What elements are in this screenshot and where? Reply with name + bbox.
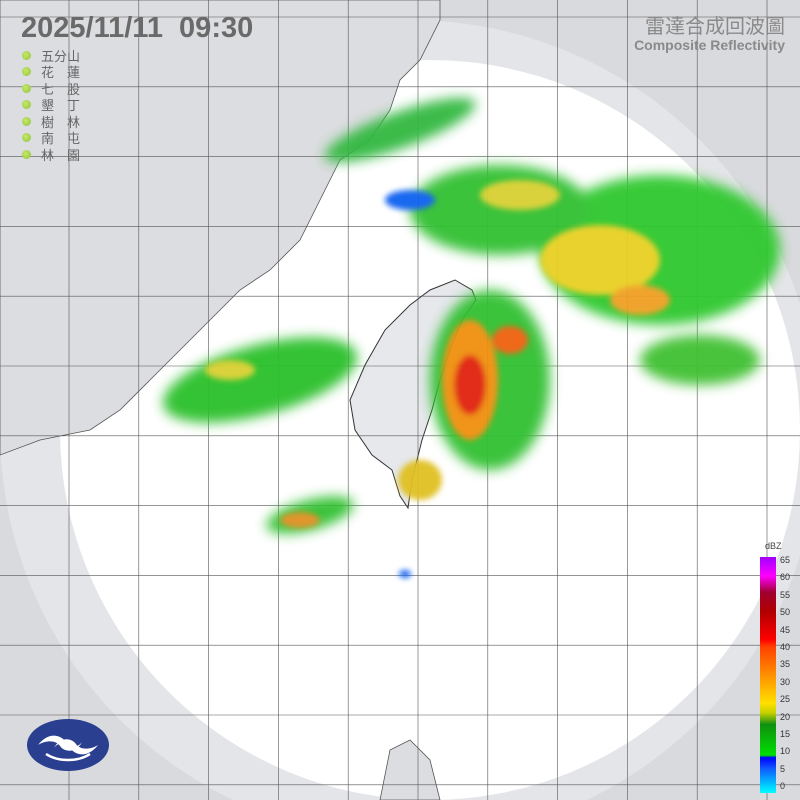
- station-item: 五分山: [22, 47, 97, 65]
- colorbar-tick-label: 50: [780, 607, 791, 618]
- colorbar-tick-label: 55: [780, 589, 791, 600]
- title-chinese: 雷達合成回波圖: [645, 14, 785, 38]
- colorbar-tick-label: 45: [780, 624, 791, 635]
- colorbar-unit: dBZ: [765, 541, 782, 551]
- status-dot-icon: [22, 116, 31, 126]
- status-dot-icon: [22, 149, 31, 159]
- status-dot-icon: [22, 67, 31, 77]
- colorbar-tick-label: 25: [780, 694, 791, 705]
- timestamp: 2025/11/11 09:30: [21, 12, 254, 44]
- title-english: Composite Reflectivity: [634, 37, 785, 53]
- status-dot-icon: [22, 83, 31, 93]
- station-item: 墾 丁: [22, 97, 97, 114]
- status-dot-icon: [22, 133, 31, 143]
- station-item: 花 蓮: [22, 64, 97, 81]
- station-item: 林 園: [22, 146, 97, 164]
- colorbar-tick-label: 60: [780, 572, 791, 583]
- colorbar-tick-label: 5: [780, 763, 786, 774]
- mainland-china: [0, 0, 441, 456]
- status-dot-icon: [22, 50, 31, 60]
- station-item: 南 屯: [22, 130, 97, 147]
- station-item: 七 股: [22, 80, 97, 98]
- status-dot-icon: [22, 100, 31, 110]
- colorbar-tick-label: 15: [780, 729, 791, 739]
- colorbar-tick-label: 65: [780, 555, 791, 565]
- dbz-colorbar: [760, 557, 776, 793]
- station-item: 樹 林: [22, 113, 97, 131]
- colorbar-tick-label: 35: [780, 659, 791, 670]
- cwa-logo: [27, 719, 109, 771]
- colorbar-tick-label: 10: [780, 746, 791, 757]
- colorbar-tick-label: 0: [780, 781, 786, 792]
- radar-station-list: 五分山 花 蓮 七 股 墾 丁 樹 林 南 屯 林 園: [22, 47, 97, 164]
- colorbar-tick-label: 30: [780, 676, 791, 687]
- colorbar-tick-label: 40: [780, 642, 791, 652]
- colorbar-tick-label: 20: [780, 711, 791, 722]
- radar-echoes: [162, 97, 780, 578]
